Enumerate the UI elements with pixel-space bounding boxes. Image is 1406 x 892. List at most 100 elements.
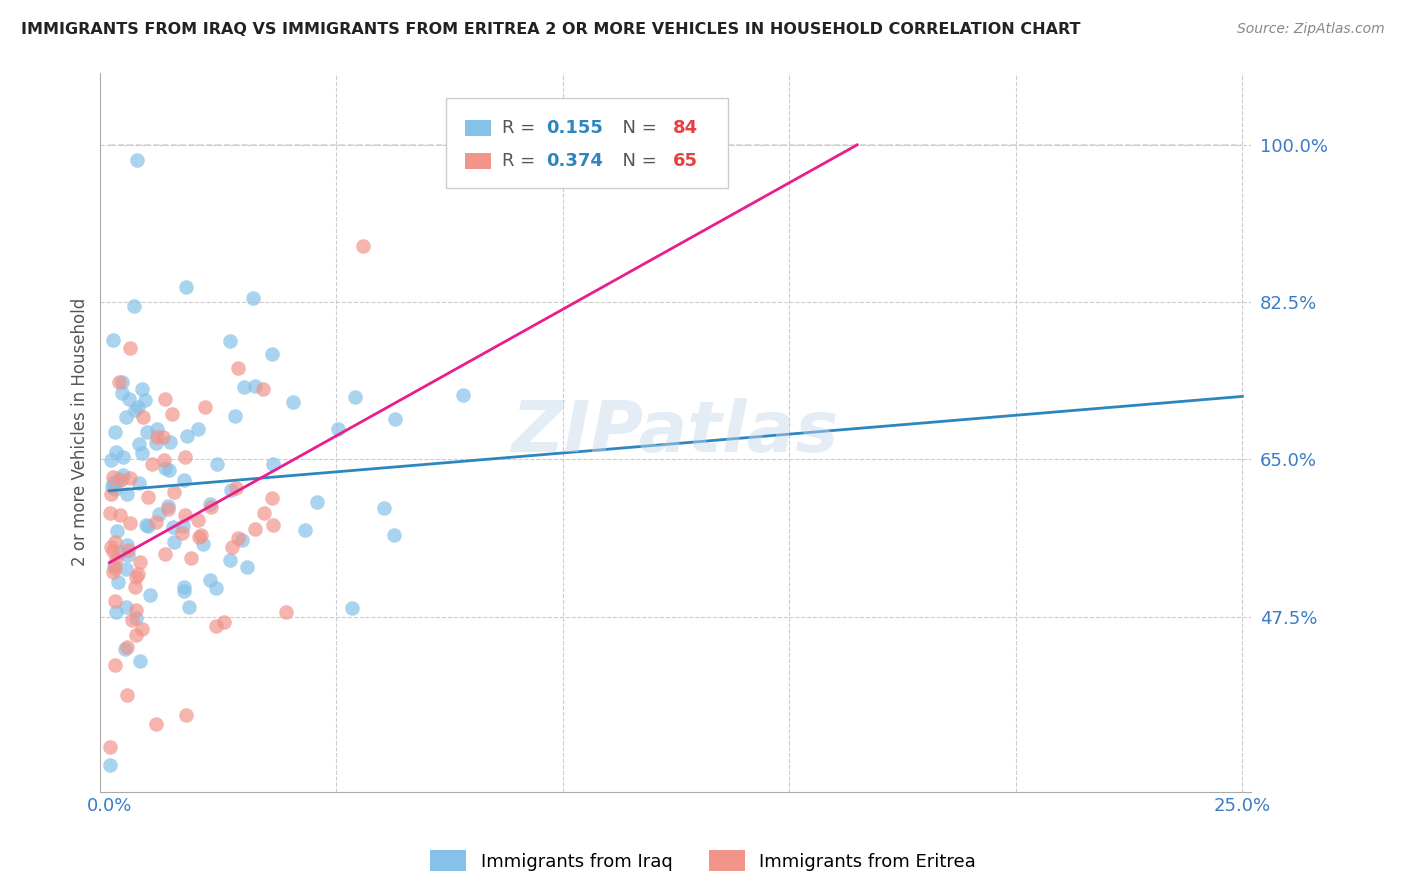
Immigrants from Iraq [127,153,149,167]
Immigrants from Iraq [233,379,256,393]
Immigrants from Eritrea [104,657,127,672]
Immigrants from Eritrea [252,383,274,397]
Immigrants from Iraq [218,334,240,349]
Immigrants from Iraq [198,573,221,587]
Immigrants from Iraq [157,463,180,477]
Immigrants from Eritrea [180,550,202,565]
Immigrants from Iraq [173,583,195,598]
Immigrants from Iraq [260,347,283,361]
Immigrants from Eritrea [352,238,374,252]
Immigrants from Eritrea [155,392,177,406]
Immigrants from Eritrea [163,485,186,500]
Text: R =: R = [502,120,541,137]
Text: N =: N = [612,120,662,137]
Legend: Immigrants from Iraq, Immigrants from Eritrea: Immigrants from Iraq, Immigrants from Er… [423,843,983,879]
Immigrants from Iraq [104,425,127,439]
Immigrants from Eritrea [174,450,197,464]
Immigrants from Eritrea [125,603,148,617]
Immigrants from Eritrea [104,594,127,608]
Immigrants from Iraq [307,495,329,509]
Immigrants from Eritrea [262,491,284,505]
Immigrants from Iraq [176,428,198,442]
Immigrants from Iraq [122,299,145,313]
Immigrants from Eritrea [108,508,131,522]
Immigrants from Eritrea [262,517,284,532]
Immigrants from Eritrea [132,409,155,424]
Immigrants from Iraq [114,641,136,656]
Text: 0.155: 0.155 [546,120,603,137]
Immigrants from Iraq [153,460,176,475]
Immigrants from Iraq [451,388,474,402]
Immigrants from Iraq [193,537,215,551]
Immigrants from Iraq [108,545,131,559]
Immigrants from Eritrea [221,540,243,554]
Immigrants from Iraq [131,446,153,460]
Immigrants from Eritrea [124,580,146,594]
Immigrants from Iraq [177,599,200,614]
Immigrants from Iraq [157,499,180,513]
Immigrants from Eritrea [226,531,249,545]
Immigrants from Iraq [127,400,149,414]
Immigrants from Iraq [148,507,170,521]
Immigrants from Eritrea [103,469,125,483]
Immigrants from Iraq [219,553,242,567]
Immigrants from Eritrea [152,430,174,444]
Immigrants from Eritrea [155,547,177,561]
Text: IMMIGRANTS FROM IRAQ VS IMMIGRANTS FROM ERITREA 2 OR MORE VEHICLES IN HOUSEHOLD : IMMIGRANTS FROM IRAQ VS IMMIGRANTS FROM … [21,22,1081,37]
Immigrants from Eritrea [131,622,153,636]
Immigrants from Iraq [172,519,194,533]
Immigrants from Eritrea [174,508,197,523]
Immigrants from Iraq [117,487,139,501]
Immigrants from Eritrea [98,506,121,520]
Immigrants from Eritrea [156,502,179,516]
Immigrants from Eritrea [105,552,128,566]
Immigrants from Eritrea [145,516,167,530]
Immigrants from Iraq [105,524,128,538]
Immigrants from Iraq [104,483,127,497]
Immigrants from Iraq [125,611,148,625]
Immigrants from Eritrea [187,531,209,545]
Immigrants from Eritrea [141,457,163,471]
Immigrants from Iraq [104,445,127,459]
Immigrants from Iraq [263,457,285,471]
Immigrants from Iraq [198,497,221,511]
Immigrants from Iraq [174,280,197,294]
Immigrants from Iraq [101,480,124,494]
Immigrants from Eritrea [120,341,142,355]
Immigrants from Eritrea [117,688,139,702]
Immigrants from Iraq [340,601,363,615]
Immigrants from Iraq [115,409,138,424]
Immigrants from Iraq [104,605,127,619]
Immigrants from Iraq [135,425,157,439]
Immigrants from Iraq [131,382,153,396]
Immigrants from Iraq [242,291,264,305]
Immigrants from Iraq [103,333,125,347]
Immigrants from Iraq [103,558,125,573]
Text: ZIPatlas: ZIPatlas [512,398,839,467]
Immigrants from Iraq [145,436,167,450]
Immigrants from Eritrea [128,555,150,569]
Immigrants from Eritrea [103,543,125,558]
Immigrants from Eritrea [125,570,148,584]
Immigrants from Iraq [373,501,395,516]
Immigrants from Eritrea [121,613,143,627]
Immigrants from Eritrea [243,522,266,536]
Immigrants from Eritrea [120,471,142,485]
Immigrants from Eritrea [108,376,131,390]
Immigrants from Iraq [128,475,150,490]
Immigrants from Iraq [98,757,121,772]
Immigrants from Iraq [124,403,146,417]
Immigrants from Eritrea [212,615,235,629]
Immigrants from Eritrea [174,707,197,722]
Text: Source: ZipAtlas.com: Source: ZipAtlas.com [1237,22,1385,37]
Immigrants from Iraq [108,472,131,486]
Immigrants from Iraq [231,533,253,548]
Text: 0.374: 0.374 [546,153,603,170]
Immigrants from Eritrea [187,513,209,527]
FancyBboxPatch shape [465,153,491,169]
Immigrants from Eritrea [200,500,222,515]
Immigrants from Iraq [294,523,316,537]
Immigrants from Iraq [187,422,209,436]
Immigrants from Iraq [328,421,350,435]
Immigrants from Eritrea [100,541,122,555]
